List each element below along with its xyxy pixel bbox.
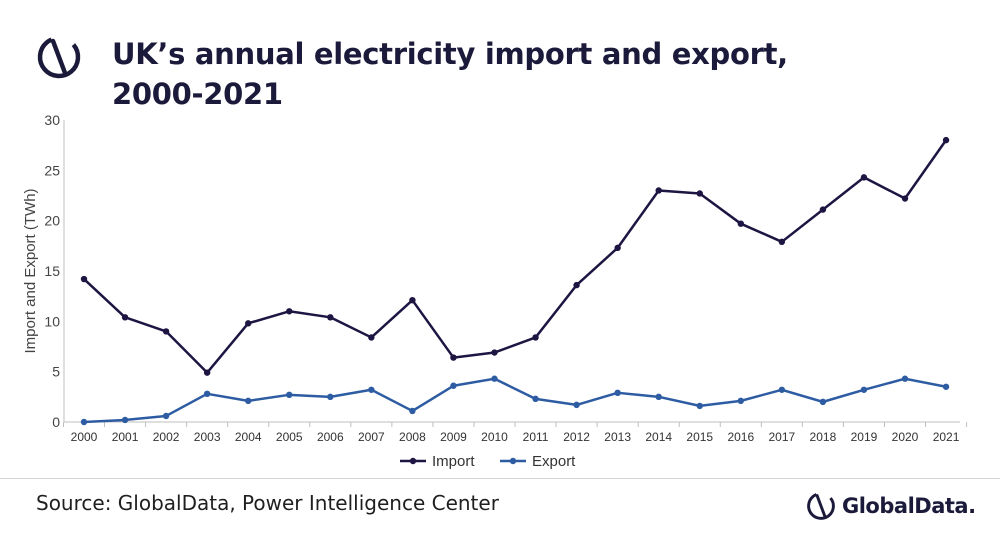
x-tick-label: 2001 xyxy=(112,430,139,444)
data-point-export xyxy=(121,416,129,424)
y-tick-label: 25 xyxy=(44,162,60,178)
legend-label-export: Export xyxy=(532,453,576,470)
y-tick-label: 20 xyxy=(44,213,60,229)
title-line-1: UK’s annual electricity import and expor… xyxy=(112,37,788,71)
data-point-import xyxy=(573,281,580,289)
legend-marker-import xyxy=(409,457,417,465)
title-line-2: 2000-2021 xyxy=(112,77,283,111)
data-point-export xyxy=(203,390,211,398)
data-point-import xyxy=(450,354,457,361)
y-axis-label: Import and Export (TWh) xyxy=(22,188,39,353)
data-point-export xyxy=(819,398,827,406)
data-point-export xyxy=(409,407,416,415)
x-tick-label: 2019 xyxy=(851,430,878,444)
legend-label-import: Import xyxy=(432,453,475,470)
footer-divider xyxy=(0,478,1000,479)
data-point-export xyxy=(942,383,950,390)
data-point-export xyxy=(327,393,334,401)
globaldata-logo-icon xyxy=(807,492,835,520)
x-tick-label: 2020 xyxy=(892,430,919,444)
x-tick-label: 2018 xyxy=(810,430,837,444)
y-tick-label: 30 xyxy=(44,112,60,128)
x-tick-label: 2006 xyxy=(317,430,344,444)
x-tick-label: 2013 xyxy=(604,430,631,444)
data-point-import xyxy=(203,369,211,376)
x-tick-label: 2014 xyxy=(645,430,672,444)
data-point-import xyxy=(532,334,539,341)
data-point-import xyxy=(80,275,88,283)
data-point-import xyxy=(901,195,909,202)
x-tick-label: 2005 xyxy=(276,430,303,444)
brand-logo: GlobalData. xyxy=(806,490,976,522)
data-point-import xyxy=(737,220,744,227)
chart-title: UK’s annual electricity import and expor… xyxy=(112,34,788,114)
x-tick-label: 2007 xyxy=(358,430,385,444)
brand-name: GlobalData. xyxy=(842,494,976,518)
legend-marker-export xyxy=(509,457,517,465)
data-point-export xyxy=(491,375,498,382)
data-point-import xyxy=(860,174,868,181)
data-point-export xyxy=(80,418,88,426)
x-tick-label: 2009 xyxy=(440,430,467,444)
y-tick-label: 0 xyxy=(52,414,60,430)
data-point-import xyxy=(491,349,498,356)
data-point-import xyxy=(327,314,334,321)
x-tick-label: 2010 xyxy=(481,430,508,444)
data-point-export xyxy=(696,402,703,410)
data-point-import xyxy=(778,238,786,246)
x-tick-label: 2011 xyxy=(523,430,549,444)
data-point-export xyxy=(162,412,170,420)
data-point-export xyxy=(778,386,786,393)
data-point-import xyxy=(614,244,621,252)
data-point-export xyxy=(860,386,868,393)
data-point-import xyxy=(696,190,703,197)
line-chart: 0 5 10 15 20 25 30 2000 2001 2002 2003 2004 2005 2006… xyxy=(22,112,968,470)
data-point-import xyxy=(819,206,827,213)
x-tick-label: 2012 xyxy=(563,430,590,444)
data-point-export xyxy=(573,401,580,409)
x-tick-label: 2021 xyxy=(933,430,960,444)
data-point-export xyxy=(368,386,375,393)
series-line-export xyxy=(83,377,947,424)
data-point-export xyxy=(532,395,539,403)
data-point-export xyxy=(614,389,621,397)
series-line-import xyxy=(83,139,948,374)
data-point-export xyxy=(655,393,662,401)
data-point-export xyxy=(450,382,457,389)
data-point-import xyxy=(368,334,375,341)
y-tick-label: 5 xyxy=(52,364,60,380)
globaldata-logo-icon xyxy=(37,35,81,79)
x-tick-label: 2000 xyxy=(71,430,98,444)
y-tick-label: 15 xyxy=(44,263,60,279)
x-tick-label: 2016 xyxy=(727,430,754,444)
x-tick-label: 2004 xyxy=(235,430,262,444)
data-point-export xyxy=(737,397,744,405)
data-point-import xyxy=(409,296,416,304)
data-point-import xyxy=(286,308,293,315)
data-point-export xyxy=(245,397,252,405)
x-tick-label: 2017 xyxy=(768,430,795,444)
y-tick-label: 10 xyxy=(44,313,60,329)
data-point-import xyxy=(942,136,950,144)
data-point-import xyxy=(121,314,129,321)
source-note: Source: GlobalData, Power Intelligence C… xyxy=(36,491,499,515)
x-tick-label: 2008 xyxy=(399,430,426,444)
x-tick-label: 2002 xyxy=(153,430,180,444)
x-tick-label: 2003 xyxy=(194,430,221,444)
data-point-import xyxy=(245,320,252,327)
data-point-export xyxy=(286,391,293,399)
data-point-import xyxy=(655,187,662,194)
data-point-import xyxy=(162,328,170,335)
data-point-export xyxy=(901,375,909,382)
x-tick-label: 2015 xyxy=(686,430,713,444)
